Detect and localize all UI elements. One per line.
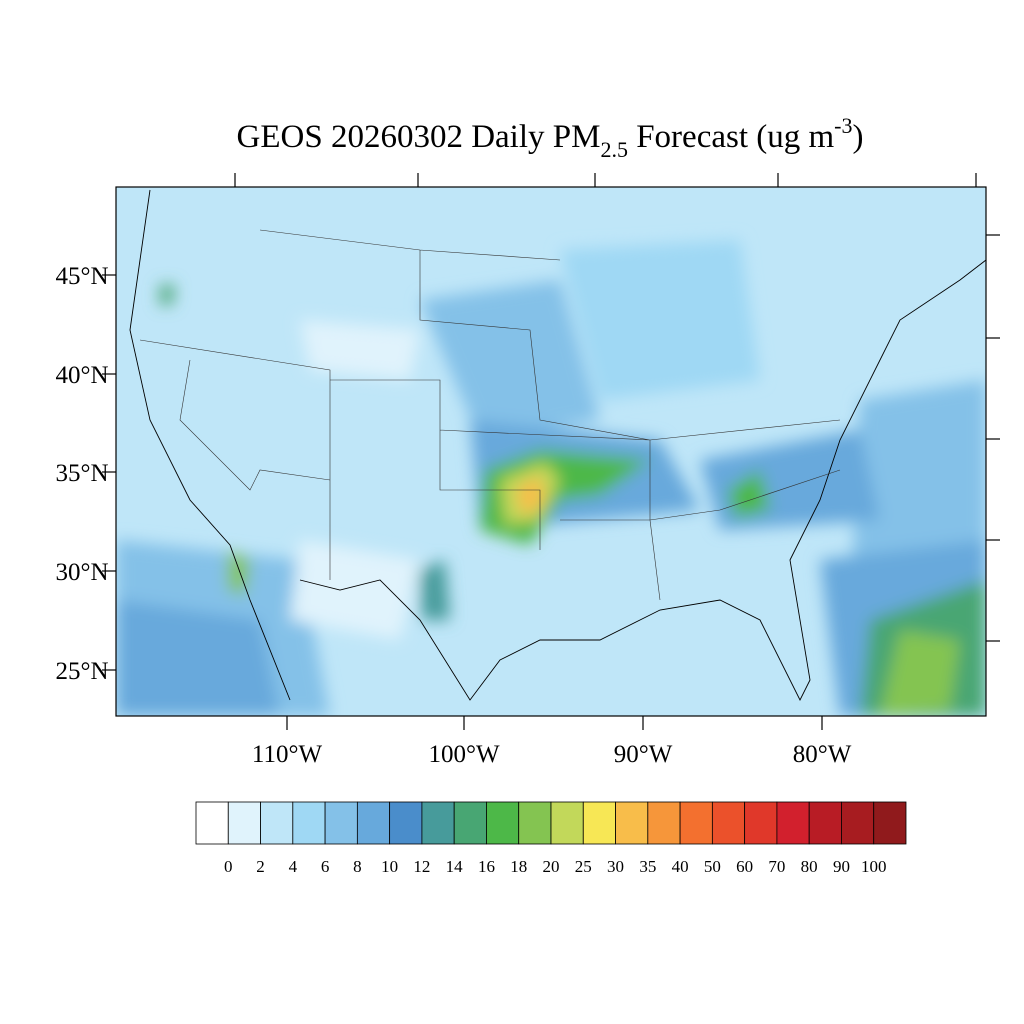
colorbar-box [873, 801, 907, 845]
colorbar-label: 60 [736, 857, 753, 876]
lat-label: 25°N [55, 658, 108, 685]
title-superscript: -3 [834, 113, 852, 138]
colorbar-box [453, 801, 487, 845]
colorbar-label: 4 [289, 857, 298, 876]
colorbar-box [389, 801, 423, 845]
colorbar-box [260, 801, 294, 845]
colorbar-box [776, 801, 810, 845]
colorbar-box [711, 801, 746, 845]
lat-labels: 45°N 40°N 35°N 30°N 25°N [55, 263, 108, 685]
colorbar-box [647, 801, 681, 845]
colorbar-label: 70 [768, 857, 785, 876]
colorbar-label: 50 [704, 857, 721, 876]
colorbar-label: 40 [672, 857, 689, 876]
lon-label: 110°W [252, 741, 323, 768]
colorbar-label: 18 [510, 857, 527, 876]
title-close: ) [852, 119, 863, 155]
colorbar-label: 25 [575, 857, 592, 876]
colorbar-label: 6 [321, 857, 330, 876]
colorbar-label: 0 [224, 857, 233, 876]
map-title: GEOS 20260302 Daily PM2.5 Forecast (ug m… [237, 113, 864, 162]
colorbar-label: 30 [607, 857, 624, 876]
lat-label: 45°N [55, 263, 108, 290]
colorbar-label: 80 [801, 857, 818, 876]
ticks [102, 173, 1000, 730]
pm25-field [116, 187, 986, 716]
colorbar-label: 90 [833, 857, 850, 876]
colorbar-box [356, 801, 391, 845]
colorbar-box [615, 801, 649, 845]
map-frame [115, 186, 987, 717]
title-rest: Forecast (ug m [628, 119, 835, 155]
colorbar-label: 16 [478, 857, 495, 876]
colorbar-box [808, 801, 842, 845]
colorbar-box [582, 801, 616, 845]
colorbar-box [841, 801, 875, 845]
colorbar-label: 100 [861, 857, 887, 876]
colorbar-box [518, 801, 552, 845]
colorbar-box [324, 801, 358, 845]
lon-label: 80°W [793, 741, 852, 768]
colorbar-box [195, 801, 229, 845]
colorbar-label: 2 [256, 857, 265, 876]
colorbar-label: 8 [353, 857, 362, 876]
colorbar-box [227, 801, 261, 845]
colorbar: 0 2 4 6 8 10 12 14 16 18 20 25 30 35 40 50 60 70 80 90 100 [195, 801, 907, 876]
colorbar-label: 35 [639, 857, 656, 876]
title-subscript: 2.5 [600, 137, 628, 162]
colorbar-label: 10 [381, 857, 398, 876]
lon-label: 100°W [428, 741, 499, 768]
colorbar-label: 20 [543, 857, 560, 876]
lon-labels: 110°W 100°W 90°W 80°W [252, 741, 852, 768]
lon-label: 90°W [614, 741, 673, 768]
colorbar-box [486, 801, 520, 845]
colorbar-box [421, 801, 455, 845]
colorbar-box [292, 801, 326, 845]
colorbar-label: 14 [446, 857, 464, 876]
colorbar-box [679, 801, 713, 845]
lat-label: 30°N [55, 559, 108, 586]
colorbar-box [550, 801, 584, 845]
colorbar-label: 12 [413, 857, 430, 876]
colorbar-box [744, 801, 778, 845]
lat-label: 40°N [55, 362, 108, 389]
title-main: GEOS 20260302 Daily PM [237, 119, 601, 155]
lat-label: 35°N [55, 460, 108, 487]
